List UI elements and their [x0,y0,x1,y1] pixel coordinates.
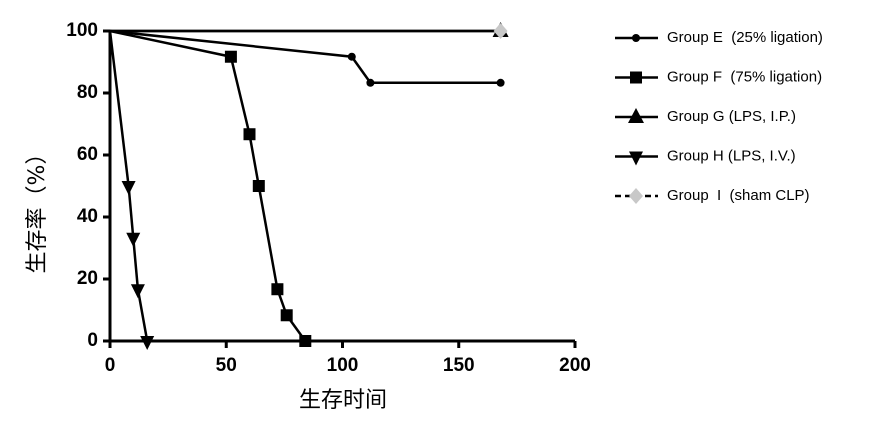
marker [496,78,505,87]
x-tick-label: 0 [105,355,116,376]
x-tick-label: 100 [327,355,359,376]
x-tick-label: 150 [443,355,475,376]
marker [280,309,293,322]
x-tick-label: 200 [559,355,591,376]
legend-marker [629,151,643,166]
y-tick-label: 100 [66,20,98,41]
marker [130,284,145,299]
legend-marker [628,108,644,123]
y-tick-label: 20 [77,268,98,289]
marker [299,335,312,347]
legend-label: Group G (LPS, I.P.) [667,108,796,125]
marker [243,128,256,141]
marker [347,52,356,61]
marker [271,283,284,296]
y-tick-label: 80 [77,82,98,103]
series-line [109,29,501,85]
marker [224,50,237,63]
legend-marker [629,188,643,204]
marker [493,23,508,39]
marker [121,181,136,195]
legend-label: Group I (sham CLP) [667,187,810,204]
y-tick-label: 60 [77,144,98,165]
marker [252,180,265,192]
marker [140,336,155,350]
x-tick-label: 50 [216,355,237,376]
x-axis-label: 生存时间 [299,388,387,413]
y-axis-label: 生存率（%） [25,143,50,274]
legend-marker [632,34,640,42]
legend-marker [630,71,642,84]
legend-label: Group F (75% ligation) [667,68,822,85]
legend-label: Group E (25% ligation) [667,29,823,46]
marker [126,232,141,247]
y-tick-label: 0 [87,330,98,351]
y-tick-label: 40 [77,206,98,227]
marker [366,78,375,87]
legend-label: Group H (LPS, I.V.) [667,147,796,164]
